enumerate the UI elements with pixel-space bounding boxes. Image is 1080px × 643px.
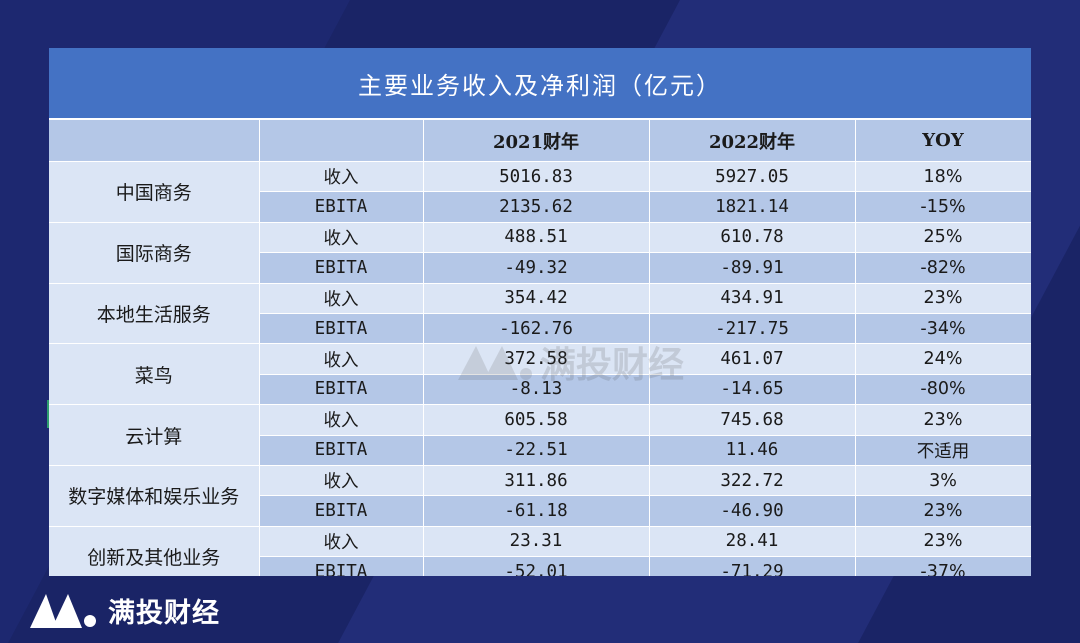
segment-name: 本地生活服务 bbox=[49, 283, 260, 345]
header-year-2021: 2021财年 bbox=[423, 120, 650, 162]
header-empty-segment bbox=[49, 120, 260, 162]
metric-label: 收入 bbox=[259, 161, 424, 193]
value-yoy: -15% bbox=[855, 191, 1031, 223]
value-2021: -8.13 bbox=[423, 374, 650, 406]
value-2021: 2135.62 bbox=[423, 191, 650, 223]
value-2022: -71.29 bbox=[649, 556, 856, 576]
segment-name: 中国商务 bbox=[49, 161, 260, 223]
table-row: EBITA -52.01 -71.29 -37% bbox=[49, 556, 1031, 576]
value-2022: 745.68 bbox=[649, 404, 856, 436]
value-2022: -89.91 bbox=[649, 252, 856, 284]
value-2022: 1821.14 bbox=[649, 191, 856, 223]
segment-name: 菜鸟 bbox=[49, 343, 260, 406]
table-row: EBITA -8.13 -14.65 -80% bbox=[49, 374, 1031, 406]
value-2022: -217.75 bbox=[649, 313, 856, 345]
table-row: EBITA -49.32 -89.91 -82% bbox=[49, 252, 1031, 284]
metric-label: EBITA bbox=[259, 313, 424, 345]
value-yoy: 3% bbox=[855, 465, 1031, 497]
value-yoy: 23% bbox=[855, 526, 1031, 558]
value-2022: 610.78 bbox=[649, 222, 856, 254]
metric-label: 收入 bbox=[259, 283, 424, 314]
table-row: 数字媒体和娱乐业务 收入 311.86 322.72 3% bbox=[49, 465, 1031, 527]
table-card: 主要业务收入及净利润（亿元） 2021财年 2022财年 YOY 中国商务 收入 5… bbox=[49, 48, 1031, 576]
value-yoy: 25% bbox=[855, 222, 1031, 254]
value-yoy: -82% bbox=[855, 252, 1031, 284]
accent-marker bbox=[47, 400, 50, 428]
value-2021: 5016.83 bbox=[423, 161, 650, 193]
value-yoy: 23% bbox=[855, 283, 1031, 314]
value-2022: 5927.05 bbox=[649, 161, 856, 193]
table-row: EBITA -162.76 -217.75 -34% bbox=[49, 313, 1031, 345]
metric-label: 收入 bbox=[259, 465, 424, 497]
segment-name: 数字媒体和娱乐业务 bbox=[49, 465, 260, 527]
header-yoy: YOY bbox=[855, 120, 1031, 162]
table-row: 云计算 收入 605.58 745.68 23% bbox=[49, 404, 1031, 466]
value-2021: -52.01 bbox=[423, 556, 650, 576]
brand-name: 满投财经 bbox=[108, 597, 220, 629]
value-2022: 434.91 bbox=[649, 283, 856, 314]
table-header-row: 2021财年 2022财年 YOY bbox=[49, 120, 1031, 162]
value-2022: 322.72 bbox=[649, 465, 856, 497]
metric-label: EBITA bbox=[259, 495, 424, 527]
value-yoy: 18% bbox=[855, 161, 1031, 193]
data-table: 2021财年 2022财年 YOY 中国商务 收入 5016.83 5927.05 18… bbox=[49, 120, 1031, 576]
table-row: 本地生活服务 收入 354.42 434.91 23% bbox=[49, 283, 1031, 345]
table-row: EBITA -61.18 -46.90 23% bbox=[49, 495, 1031, 527]
segment-name: 创新及其他业务 bbox=[49, 526, 260, 576]
value-yoy: 23% bbox=[855, 495, 1031, 527]
metric-label: EBITA bbox=[259, 252, 424, 284]
value-2022: -46.90 bbox=[649, 495, 856, 527]
segment-name: 国际商务 bbox=[49, 222, 260, 284]
metric-label: 收入 bbox=[259, 526, 424, 558]
value-yoy: -80% bbox=[855, 374, 1031, 406]
header-year-2022: 2022财年 bbox=[649, 120, 856, 162]
value-yoy: 23% bbox=[855, 404, 1031, 436]
mountain-m-logo-icon bbox=[30, 594, 96, 628]
metric-label: EBITA bbox=[259, 556, 424, 576]
value-2021: 354.42 bbox=[423, 283, 650, 314]
table-row: 国际商务 收入 488.51 610.78 25% bbox=[49, 222, 1031, 284]
value-2021: 605.58 bbox=[423, 404, 650, 436]
value-yoy: 不适用 bbox=[855, 435, 1031, 466]
value-2021: 372.58 bbox=[423, 343, 650, 375]
value-yoy: -37% bbox=[855, 556, 1031, 576]
table-row: 中国商务 收入 5016.83 5927.05 18% bbox=[49, 161, 1031, 223]
segment-name: 云计算 bbox=[49, 404, 260, 466]
metric-label: 收入 bbox=[259, 222, 424, 254]
value-2021: -22.51 bbox=[423, 435, 650, 466]
value-2022: -14.65 bbox=[649, 374, 856, 406]
value-2021: 23.31 bbox=[423, 526, 650, 558]
metric-label: 收入 bbox=[259, 404, 424, 436]
value-2021: -162.76 bbox=[423, 313, 650, 345]
table-row: 菜鸟 收入 372.58 461.07 24% bbox=[49, 343, 1031, 406]
table-row: 创新及其他业务 收入 23.31 28.41 23% bbox=[49, 526, 1031, 576]
value-2021: 311.86 bbox=[423, 465, 650, 497]
table-row: EBITA -22.51 11.46 不适用 bbox=[49, 435, 1031, 466]
value-2022: 28.41 bbox=[649, 526, 856, 558]
value-2021: -49.32 bbox=[423, 252, 650, 284]
metric-label: EBITA bbox=[259, 435, 424, 466]
table-row: EBITA 2135.62 1821.14 -15% bbox=[49, 191, 1031, 223]
metric-label: EBITA bbox=[259, 191, 424, 223]
value-2021: 488.51 bbox=[423, 222, 650, 254]
value-2021: -61.18 bbox=[423, 495, 650, 527]
table-title: 主要业务收入及净利润（亿元） bbox=[49, 48, 1031, 118]
value-yoy: -34% bbox=[855, 313, 1031, 345]
brand-logo: 满投财经 bbox=[28, 590, 220, 630]
metric-label: 收入 bbox=[259, 343, 424, 375]
value-yoy: 24% bbox=[855, 343, 1031, 375]
header-empty-metric bbox=[259, 120, 424, 162]
metric-label: EBITA bbox=[259, 374, 424, 406]
value-2022: 11.46 bbox=[649, 435, 856, 466]
value-2022: 461.07 bbox=[649, 343, 856, 375]
